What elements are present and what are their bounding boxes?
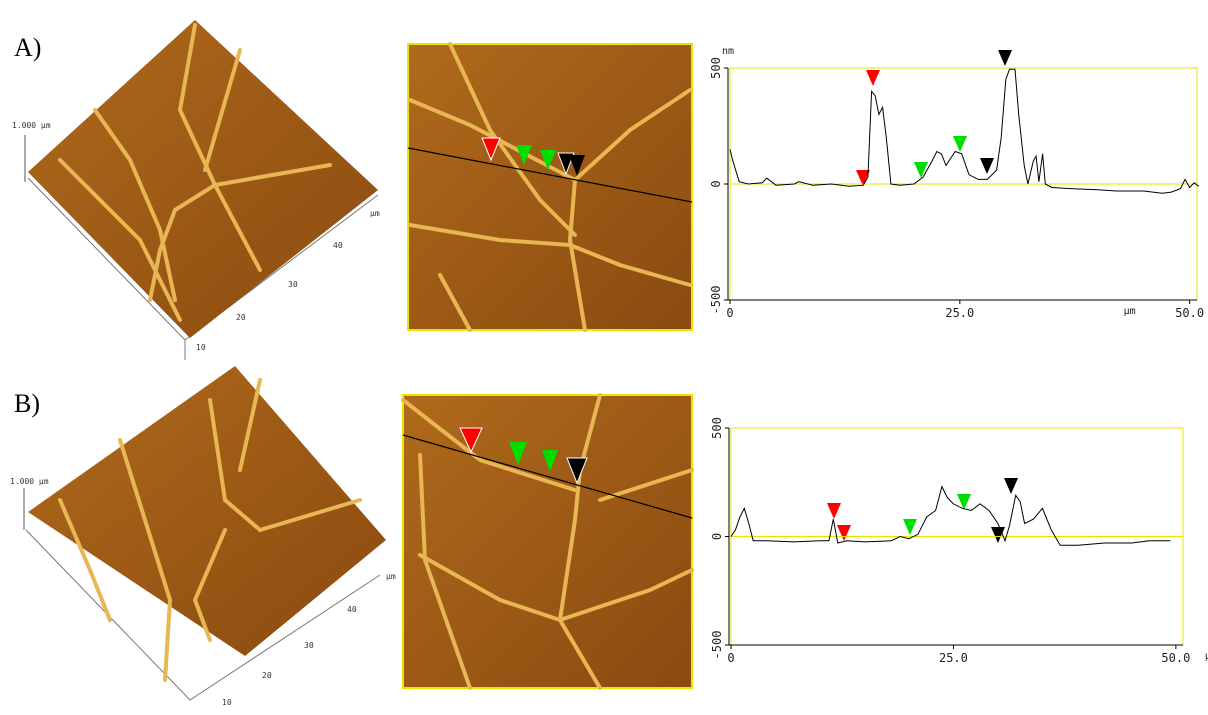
y-tick-label: 500 (710, 417, 724, 439)
x-tick-label: 50.0 (1175, 306, 1204, 320)
afm-tick-label: 20 (236, 313, 246, 322)
afm-tick-label: 30 (288, 280, 298, 289)
y-tick-label: -500 (709, 286, 723, 315)
y-tick-label: -500 (710, 631, 724, 660)
afm-tick-label: 40 (347, 605, 357, 614)
z-scale-label: 1.000 µm (12, 121, 51, 130)
panel-label: B) (14, 389, 40, 418)
x-tick-label: 25.0 (945, 306, 974, 320)
y-tick-label: 0 (710, 533, 724, 540)
profile-cursors (856, 50, 1012, 186)
profile-line (729, 68, 1200, 194)
profile-line (730, 485, 1171, 546)
z-scale-label: 1.000 µm (10, 477, 49, 486)
afm-tick-label: 40 (333, 241, 343, 250)
x-tick-label: 0 (727, 651, 734, 665)
afm-2d-image (401, 393, 694, 690)
afm-tick-label: 10 (196, 343, 206, 352)
afm-3d-image (24, 20, 379, 360)
afm-tick-label: 30 (304, 641, 314, 650)
afm-2d-image (407, 42, 693, 332)
x-tick-label: 50.0 (1161, 651, 1190, 665)
y-tick-label: 500 (709, 57, 723, 79)
afm-tick-label: 20 (262, 671, 272, 680)
y-unit: nm (722, 46, 734, 57)
x-unit: µm (1124, 306, 1136, 317)
afm-unit-label: µm (370, 209, 380, 218)
panel-label: A) (14, 33, 41, 62)
afm-unit-label: µm (386, 572, 396, 581)
afm-3d-image (23, 366, 386, 701)
x-tick-label: 25.0 (939, 651, 968, 665)
y-tick-label: 0 (709, 180, 723, 187)
x-unit: µm (1205, 651, 1208, 662)
afm-tick-label: 10 (222, 698, 232, 707)
x-tick-label: 0 (726, 306, 733, 320)
